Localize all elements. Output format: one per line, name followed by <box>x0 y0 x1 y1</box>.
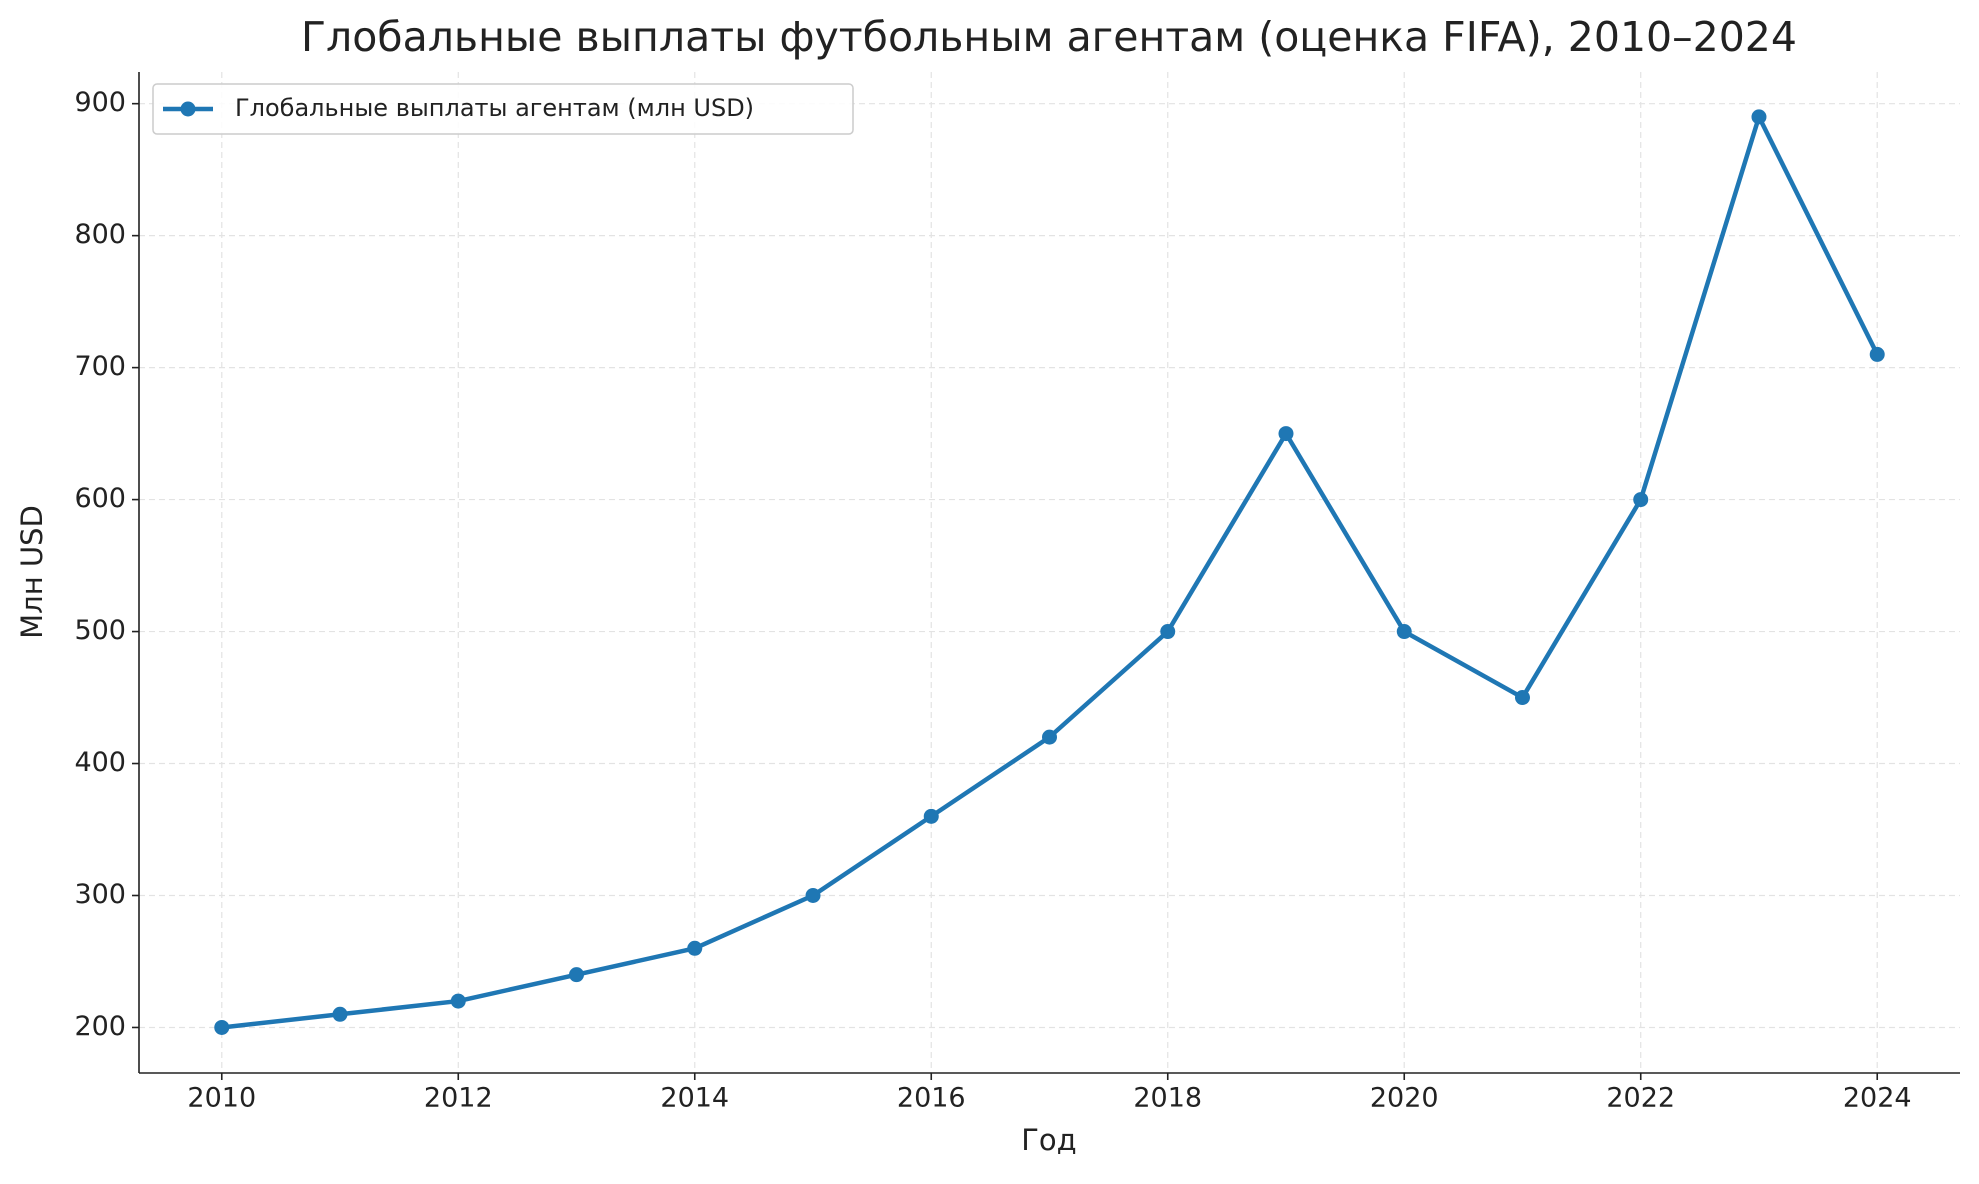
x-tick-label: 2016 <box>897 1083 966 1114</box>
y-tick-label: 500 <box>74 615 126 646</box>
y-axis-label: Млн USD <box>15 505 49 639</box>
data-point <box>1278 426 1294 442</box>
x-tick-label: 2024 <box>1843 1083 1912 1114</box>
y-tick-label: 400 <box>74 747 126 778</box>
legend-label: Глобальные выплаты агентам (млн USD) <box>235 94 754 122</box>
data-point <box>687 940 703 956</box>
x-tick-label: 2018 <box>1133 1083 1202 1114</box>
x-tick-label: 2022 <box>1606 1083 1675 1114</box>
data-point <box>1751 109 1767 125</box>
data-point <box>1633 492 1649 508</box>
data-line <box>221 114 1880 1030</box>
y-tick-label: 600 <box>74 483 126 514</box>
y-tick-label: 200 <box>74 1011 126 1042</box>
x-axis-label: Год <box>1021 1123 1076 1157</box>
x-tick-label: 2012 <box>424 1083 493 1114</box>
x-tick-label: 2014 <box>660 1083 729 1114</box>
y-tick-label: 300 <box>74 879 126 910</box>
data-point <box>805 887 821 903</box>
x-tick-label: 2010 <box>187 1083 256 1114</box>
legend: Глобальные выплаты агентам (млн USD) <box>152 83 854 135</box>
chart-title: Глобальные выплаты футбольным агентам (о… <box>301 13 1797 61</box>
data-point <box>214 1019 230 1035</box>
x-tick-label: 2020 <box>1370 1083 1439 1114</box>
data-point <box>1160 624 1176 640</box>
data-point <box>1042 729 1057 745</box>
y-tick-label: 900 <box>74 87 126 118</box>
y-tick-label: 800 <box>74 219 126 250</box>
data-point <box>450 993 466 1009</box>
data-point <box>1396 624 1412 640</box>
data-point <box>569 967 585 983</box>
data-point <box>1514 690 1530 706</box>
data-point <box>1869 346 1885 362</box>
data-point <box>923 808 939 824</box>
legend-box <box>152 83 854 135</box>
data-point <box>332 1006 348 1022</box>
legend-marker <box>180 101 196 117</box>
y-tick-label: 700 <box>74 351 126 382</box>
